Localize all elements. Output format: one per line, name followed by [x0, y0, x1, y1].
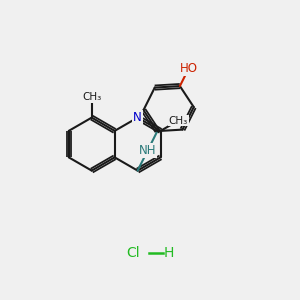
Text: CH₃: CH₃	[169, 116, 188, 126]
Text: NH: NH	[139, 144, 156, 158]
Text: CH₃: CH₃	[82, 92, 101, 102]
Text: Cl: Cl	[126, 246, 140, 260]
Text: N: N	[133, 111, 142, 124]
Text: HO: HO	[179, 62, 197, 76]
Text: H: H	[164, 246, 174, 260]
